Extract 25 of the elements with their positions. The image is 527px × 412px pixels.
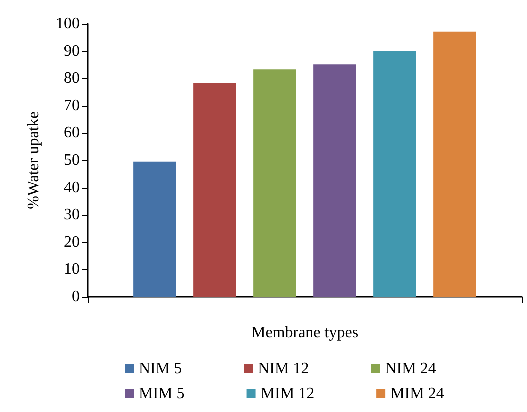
y-tick-label: 10: [64, 261, 80, 278]
bar: [434, 32, 476, 297]
y-tick-label: 70: [64, 97, 80, 114]
y-tick-label: 80: [64, 70, 80, 88]
y-tick-label: 50: [64, 152, 80, 169]
y-tick-label: 100: [56, 16, 80, 32]
legend-label: NIM 12: [258, 360, 310, 378]
legend-label: NIM 5: [139, 360, 182, 378]
y-tick-label: 40: [64, 179, 80, 196]
bar: [314, 64, 356, 297]
bar: [194, 84, 236, 297]
y-tick-label: 0: [72, 288, 80, 306]
x-axis-title: Membrane types: [251, 324, 359, 342]
y-tick-label: 90: [64, 42, 80, 60]
y-tick-label: 30: [64, 206, 80, 224]
legend-label: MIM 5: [139, 386, 185, 402]
legend-label: MIM 24: [390, 386, 444, 402]
legend-label: MIM 12: [260, 386, 315, 402]
y-axis-title: %Water upatke: [26, 112, 42, 210]
bar: [134, 162, 176, 297]
bar: [374, 51, 416, 297]
bar: [254, 70, 296, 297]
y-tick-label: 20: [64, 234, 80, 251]
legend-label: NIM 24: [385, 360, 436, 378]
y-tick-label: 60: [64, 124, 80, 142]
